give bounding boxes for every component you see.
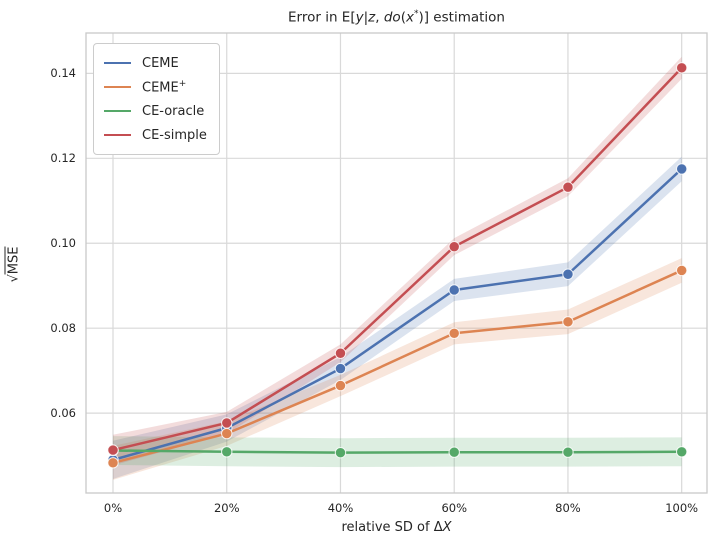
- y-tick-label: 0.10: [50, 236, 76, 251]
- legend-label: CEME: [142, 56, 179, 71]
- text-segment: z: [368, 9, 376, 26]
- chart-title: Error in E[y|z, do(x*)] estimation: [86, 9, 707, 26]
- x-tick-label: 40%: [327, 501, 354, 515]
- text-segment: *: [413, 9, 419, 19]
- y-tick-label: 0.14: [50, 66, 76, 81]
- marker-CE-simple: [221, 417, 233, 429]
- text-segment: (: [400, 9, 406, 26]
- legend-label: CE-oracle: [142, 104, 204, 119]
- y-tick-label: 0.12: [50, 151, 76, 166]
- marker-CE-simple: [107, 444, 119, 456]
- line-CE-oracle: [111, 449, 683, 454]
- marker-CE-oracle: [334, 446, 347, 459]
- text-segment: |: [363, 9, 369, 26]
- text-segment: √: [6, 274, 22, 283]
- marker-CEME+: [107, 457, 119, 469]
- text-segment: +: [178, 78, 187, 89]
- marker-CEME: [675, 163, 688, 175]
- text-segment: ,: [375, 9, 384, 26]
- x-axis-label: relative SD of ΔX: [86, 520, 707, 535]
- legend: CEME CEME+ CE-oracle CE-simple: [93, 43, 220, 155]
- y-tick-label: 0.08: [50, 321, 76, 336]
- text-segment: Error in E[: [288, 9, 356, 26]
- text-segment: do: [383, 9, 401, 26]
- x-tick-label: 100%: [665, 501, 699, 515]
- line-CEME+: [111, 269, 683, 465]
- text-segment: CEME: [142, 55, 179, 71]
- legend-line-swatch: [104, 110, 131, 112]
- legend-label: CEME+: [142, 79, 186, 95]
- x-tick-label: 80%: [555, 501, 581, 515]
- legend-line-swatch: [104, 62, 131, 64]
- confidence-band-CEME+: [113, 258, 682, 480]
- legend-line-swatch: [104, 134, 131, 136]
- marker-CE-oracle: [448, 446, 460, 458]
- line-CEME: [111, 167, 683, 462]
- text-segment: )] estimation: [418, 9, 505, 26]
- x-tick-label: 20%: [213, 501, 240, 515]
- text-segment: y: [355, 9, 364, 26]
- marker-CE-oracle: [675, 446, 688, 458]
- x-tick-label: 60%: [441, 501, 467, 515]
- marker-CEME: [334, 362, 347, 375]
- confidence-band-CE-simple: [113, 56, 682, 466]
- legend-line-swatch: [104, 86, 131, 88]
- legend-item-CE-oracle: CE-oracle: [104, 99, 207, 123]
- marker-CEME+: [448, 327, 460, 339]
- marker-CE-oracle: [221, 446, 233, 458]
- marker-CEME+: [334, 379, 347, 392]
- legend-item-CEME: CEME: [104, 51, 207, 75]
- text-segment: CEME: [142, 80, 179, 96]
- axes-frame: [85, 32, 708, 494]
- text-segment: relative SD of Δ: [341, 520, 443, 535]
- text-segment: x: [405, 9, 414, 26]
- y-axis-label: √MSE: [4, 215, 22, 315]
- x-tick-label: 0%: [103, 501, 123, 515]
- text-segment: CE-oracle: [142, 103, 205, 119]
- marker-CEME+: [675, 264, 688, 277]
- legend-item-CE-simple: CE-simple: [104, 123, 207, 147]
- marker-CE-simple: [675, 62, 688, 74]
- text-segment: CE-simple: [142, 127, 207, 143]
- legend-item-CEME+: CEME+: [104, 75, 207, 99]
- marker-CEME+: [221, 427, 233, 440]
- marker-CE-simple: [448, 240, 460, 253]
- marker-CE-simple: [562, 181, 574, 193]
- marker-CEME: [448, 284, 460, 296]
- text-segment: X: [442, 520, 452, 535]
- marker-CEME+: [562, 316, 574, 328]
- marker-CE-simple: [334, 347, 347, 359]
- marker-CEME: [562, 268, 574, 280]
- marker-CE-oracle: [562, 446, 574, 458]
- y-tick-label: 0.06: [50, 406, 76, 421]
- legend-label: CE-simple: [142, 128, 207, 143]
- line-CE-simple: [111, 66, 683, 452]
- confidence-band-CEME: [113, 156, 682, 479]
- text-segment: MSE: [4, 246, 22, 275]
